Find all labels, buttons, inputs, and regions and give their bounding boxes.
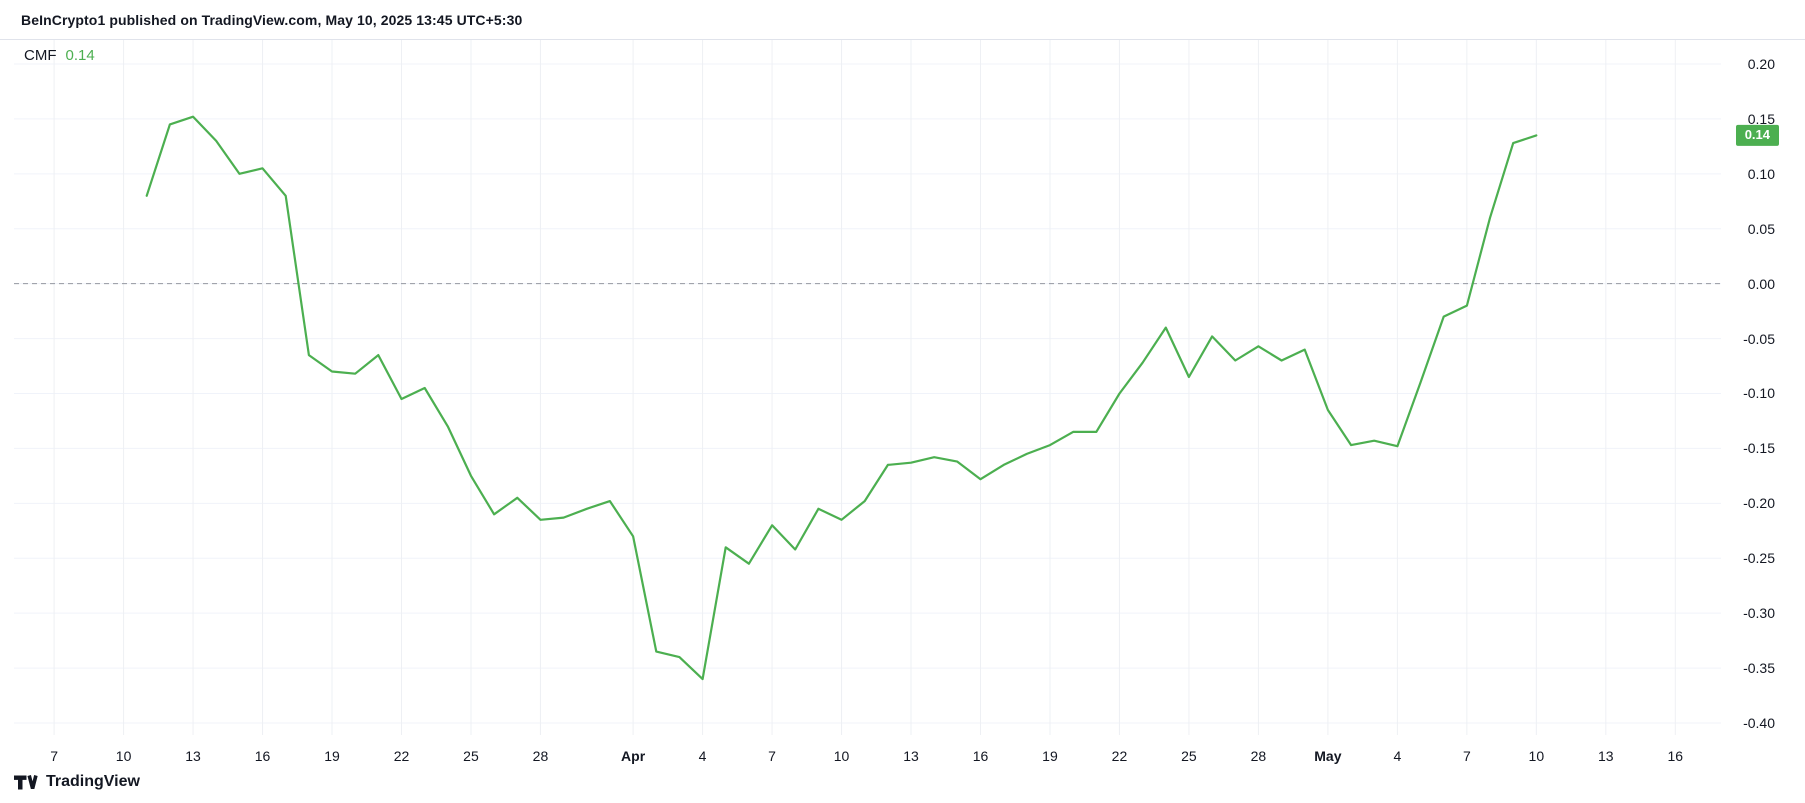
time-tick-label: 13 bbox=[1598, 748, 1614, 764]
time-tick-label: 22 bbox=[393, 748, 410, 764]
time-tick-label: 10 bbox=[1528, 748, 1545, 764]
price-tick-label: -0.40 bbox=[1743, 714, 1775, 731]
price-tick-label: -0.10 bbox=[1743, 385, 1775, 402]
time-tick-label: 13 bbox=[903, 748, 919, 764]
price-tick-label: -0.05 bbox=[1743, 330, 1775, 347]
cmf-series-line bbox=[145, 115, 1538, 681]
time-tick-label: 4 bbox=[1393, 748, 1402, 764]
time-tick-label: 7 bbox=[1462, 748, 1471, 764]
tradingview-brand[interactable]: TradingView bbox=[46, 773, 140, 790]
price-tick-label: -0.20 bbox=[1743, 495, 1775, 512]
chart-footer: TradingView bbox=[14, 768, 140, 796]
chart-header: BeInCrypto1 published on TradingView.com… bbox=[0, 0, 1805, 40]
time-tick-label: 10 bbox=[115, 748, 132, 764]
time-tick-label: 7 bbox=[768, 748, 776, 764]
time-tick-label: 10 bbox=[833, 748, 850, 764]
time-tick-label: 7 bbox=[50, 748, 58, 764]
price-tick-label: -0.25 bbox=[1743, 550, 1775, 567]
time-tick-label: 19 bbox=[324, 748, 340, 764]
time-tick-label: 22 bbox=[1111, 748, 1128, 764]
price-tick-label: 0.00 bbox=[1747, 275, 1775, 292]
price-tick-label: 0.15 bbox=[1747, 110, 1775, 127]
tradingview-logo-icon[interactable] bbox=[14, 774, 38, 790]
time-tick-label: 16 bbox=[254, 748, 271, 764]
time-tick-label: 16 bbox=[1667, 748, 1684, 764]
time-tick-label: 13 bbox=[185, 748, 201, 764]
time-tick-label: 16 bbox=[972, 748, 989, 764]
price-tick-label: -0.35 bbox=[1743, 660, 1775, 677]
time-tick-label: 25 bbox=[463, 748, 479, 764]
time-tick-label: Apr bbox=[621, 748, 646, 764]
time-tick-label: 25 bbox=[1181, 748, 1197, 764]
price-tick-label: -0.15 bbox=[1743, 440, 1775, 457]
time-tick-label: 4 bbox=[698, 748, 707, 764]
indicator-name: CMF bbox=[24, 47, 57, 64]
time-tick-label: 28 bbox=[532, 748, 549, 764]
last-value-badge: 0.14 bbox=[1735, 125, 1779, 146]
price-tick-label: 0.20 bbox=[1747, 56, 1775, 72]
time-tick-label: May bbox=[1314, 748, 1342, 764]
time-tick-label: 19 bbox=[1042, 748, 1058, 764]
header-title: BeInCrypto1 published on TradingView.com… bbox=[21, 11, 523, 28]
indicator-legend[interactable]: CMF 0.14 bbox=[24, 47, 95, 64]
indicator-value: 0.14 bbox=[65, 47, 95, 64]
time-tick-label: 28 bbox=[1250, 748, 1267, 764]
price-tick-label: 0.10 bbox=[1747, 165, 1775, 182]
price-tick-label: -0.30 bbox=[1743, 605, 1775, 622]
price-tick-label: 0.05 bbox=[1747, 220, 1775, 237]
